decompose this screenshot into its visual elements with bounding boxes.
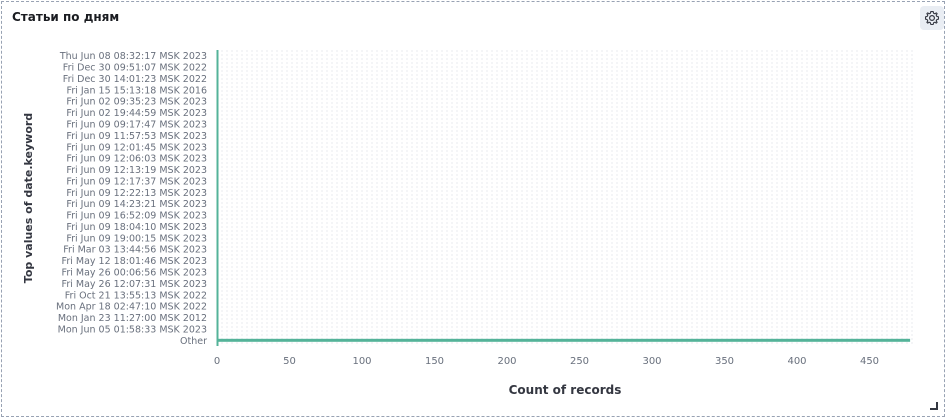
x-tick-label: 350 bbox=[715, 356, 734, 367]
gear-icon bbox=[924, 10, 940, 26]
x-tick-label: 0 bbox=[214, 356, 220, 367]
x-tick-label: 400 bbox=[787, 356, 806, 367]
y-tick-label: Fri Jun 09 18:04:10 MSK 2023 bbox=[66, 222, 207, 233]
x-tick-label: 300 bbox=[642, 356, 661, 367]
y-tick-label: Mon Jan 23 11:27:00 MSK 2012 bbox=[58, 313, 207, 324]
y-tick-label: Fri Jun 09 14:23:21 MSK 2023 bbox=[66, 199, 207, 210]
y-tick-label: Fri Jun 09 09:17:47 MSK 2023 bbox=[66, 120, 207, 131]
y-tick-label: Fri May 26 12:07:31 MSK 2023 bbox=[62, 279, 207, 290]
panel-settings-button[interactable] bbox=[920, 6, 944, 30]
y-tick-label: Fri Oct 21 13:55:13 MSK 2022 bbox=[65, 290, 207, 301]
y-tick-label: Fri Jan 15 15:13:18 MSK 2016 bbox=[67, 85, 207, 96]
y-tick-label: Fri Jun 02 19:44:59 MSK 2023 bbox=[66, 108, 207, 119]
y-tick-label: Fri Mar 03 13:44:56 MSK 2023 bbox=[63, 245, 207, 256]
y-tick-label: Fri Dec 30 09:51:07 MSK 2022 bbox=[63, 63, 207, 74]
x-tick-label: 50 bbox=[283, 356, 296, 367]
x-tick-label: 150 bbox=[425, 356, 444, 367]
y-tick-label: Mon Jun 05 01:58:33 MSK 2023 bbox=[58, 324, 207, 335]
x-tick-label: 250 bbox=[570, 356, 589, 367]
y-tick-label: Fri Jun 09 16:52:09 MSK 2023 bbox=[66, 211, 207, 222]
y-tick-label: Fri Dec 30 14:01:23 MSK 2022 bbox=[63, 74, 207, 85]
y-tick-label: Fri Jun 02 09:35:23 MSK 2023 bbox=[66, 97, 207, 108]
y-tick-label: Fri Jun 09 19:00:15 MSK 2023 bbox=[66, 233, 207, 244]
y-tick-label: Fri Jun 09 12:22:13 MSK 2023 bbox=[66, 188, 207, 199]
y-tick-label: Mon Apr 18 02:47:10 MSK 2022 bbox=[56, 302, 207, 313]
resize-handle[interactable] bbox=[930, 402, 938, 410]
y-tick-label: Fri May 12 18:01:46 MSK 2023 bbox=[62, 256, 207, 267]
y-tick-label: Other bbox=[180, 336, 207, 347]
y-tick-label: Thu Jun 08 08:32:17 MSK 2023 bbox=[59, 51, 207, 62]
y-tick-label: Fri Jun 09 12:06:03 MSK 2023 bbox=[66, 154, 207, 165]
y-tick-label: Fri Jun 09 12:17:37 MSK 2023 bbox=[66, 176, 207, 187]
y-tick-label: Fri May 26 00:06:56 MSK 2023 bbox=[62, 268, 207, 279]
panel-title: Статьи по дням bbox=[12, 10, 120, 24]
x-tick-label: 100 bbox=[352, 356, 371, 367]
bar[interactable] bbox=[217, 338, 911, 342]
y-tick-label: Fri Jun 09 12:13:19 MSK 2023 bbox=[66, 165, 207, 176]
x-tick-label: 200 bbox=[497, 356, 516, 367]
y-axis-label: Top values of date.keyword bbox=[22, 113, 35, 283]
x-tick-label: 450 bbox=[860, 356, 879, 367]
x-axis-label: Count of records bbox=[509, 383, 622, 397]
y-tick-label: Fri Jun 09 12:01:45 MSK 2023 bbox=[66, 142, 207, 153]
y-tick-label: Fri Jun 09 11:57:53 MSK 2023 bbox=[66, 131, 207, 142]
